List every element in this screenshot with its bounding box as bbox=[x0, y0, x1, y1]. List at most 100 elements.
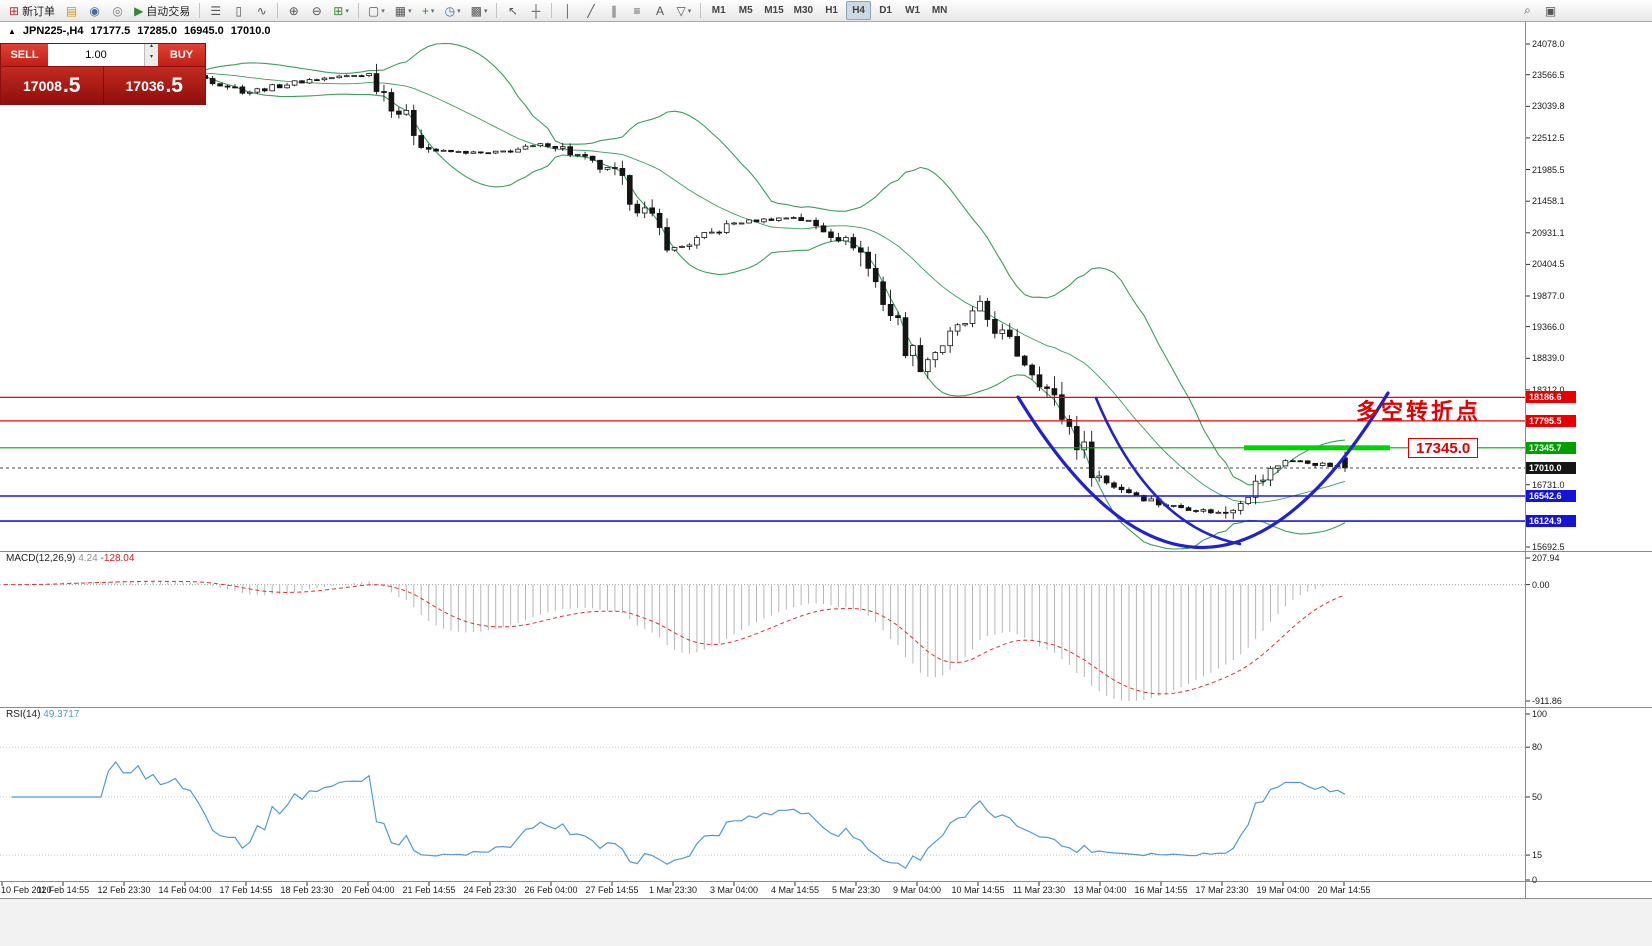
price-axis-label: 23039.8 bbox=[1532, 101, 1565, 112]
timeframe-w1-button[interactable]: W1 bbox=[900, 1, 925, 20]
time-axis-label: 10 Mar 14:55 bbox=[951, 885, 1005, 895]
macd-axis-label: 0.00 bbox=[1532, 579, 1550, 590]
chart-shift-icon: ▣ bbox=[1544, 3, 1557, 18]
periods-button[interactable]: ◷ ▾ bbox=[441, 1, 465, 20]
indicators-button[interactable]: + ▾ bbox=[418, 1, 439, 20]
trendline-icon: ╱ bbox=[587, 3, 595, 18]
price-axis-label: 16731.0 bbox=[1532, 479, 1565, 490]
zoom-out-icon: ⊖ bbox=[311, 3, 322, 18]
toolbar-separator bbox=[700, 3, 702, 18]
vertical-line-icon: │ bbox=[564, 3, 572, 18]
data-window-button[interactable]: ◎ bbox=[107, 1, 128, 20]
new-order-button-label: 新订单 bbox=[22, 5, 56, 18]
templates-button[interactable]: ▩ ▾ bbox=[467, 1, 492, 20]
timeframe-d1-button[interactable]: D1 bbox=[873, 1, 898, 20]
sell-price-display[interactable]: 17008.5 bbox=[1, 67, 104, 104]
timeframe-h1-button[interactable]: H1 bbox=[819, 1, 844, 20]
cursor-icon: ↖ bbox=[507, 3, 518, 18]
arrows-button[interactable]: ▽ ▾ bbox=[672, 1, 695, 20]
vertical-line-button[interactable]: │ bbox=[557, 1, 578, 20]
new-order-button[interactable]: ⊞ 新订单 bbox=[5, 1, 59, 20]
timeframe-mn-button[interactable]: MN bbox=[927, 1, 952, 20]
timeframe-h4-button[interactable]: H4 bbox=[846, 1, 872, 20]
cup-arc-annotation[interactable] bbox=[1016, 391, 1390, 549]
sell-button[interactable]: SELL bbox=[1, 44, 48, 67]
timeframe-m30-button[interactable]: M30 bbox=[790, 1, 817, 20]
time-axis-label: 14 Feb 04:00 bbox=[158, 885, 212, 895]
rsi-axis-label: 0 bbox=[1532, 875, 1538, 885]
bars-chart-button[interactable]: ☰ bbox=[205, 1, 226, 20]
line-chart-button[interactable]: ∿ bbox=[251, 1, 272, 20]
trade-panel-collapse-icon[interactable]: ▲ bbox=[8, 26, 16, 36]
buy-price-display[interactable]: 17036.5 bbox=[104, 67, 206, 104]
equidistant-channel-icon: ∥ bbox=[610, 3, 617, 18]
profiles-button[interactable]: ▦ ▾ bbox=[391, 1, 416, 20]
time-axis-label: 3 Mar 04:00 bbox=[709, 885, 759, 895]
dropdown-arrow-icon: ▾ bbox=[408, 7, 412, 15]
time-axis-label: 20 Mar 14:55 bbox=[1317, 885, 1371, 895]
symbol-name: JPN225-,H4 bbox=[22, 25, 84, 37]
main-plot[interactable] bbox=[0, 42, 1525, 550]
equidistant-channel-button[interactable]: ∥ bbox=[603, 1, 624, 20]
main-chart-svg[interactable] bbox=[0, 22, 1652, 946]
chart-overlays: ▲ JPN225-,H4 17177.5 17285.0 16945.0 170… bbox=[0, 22, 1652, 946]
fibonacci-icon: ≡ bbox=[633, 3, 641, 18]
sell-price-int: 17008 bbox=[23, 77, 62, 94]
rsi-name: RSI(14) bbox=[6, 709, 41, 720]
bars-chart-icon: ☰ bbox=[210, 3, 222, 18]
price-badge: 18186.6 bbox=[1526, 391, 1576, 404]
fibonacci-button[interactable]: ≡ bbox=[626, 1, 647, 20]
price-badge: 17345.7 bbox=[1526, 441, 1576, 454]
search-button[interactable]: ⌕ bbox=[1517, 1, 1538, 20]
price-callout[interactable]: 17345.0 bbox=[1408, 438, 1479, 458]
support-segment-annotation[interactable] bbox=[1244, 445, 1390, 451]
market-watch-icon: ◉ bbox=[89, 3, 100, 18]
rsi-indicator-label: RSI(14) 49.3717 bbox=[6, 709, 79, 720]
market-watch-button[interactable]: ◉ bbox=[84, 1, 105, 20]
price-badge: 17795.5 bbox=[1526, 414, 1576, 427]
zoom-out-button[interactable]: ⊖ bbox=[306, 1, 327, 20]
new-chart-icon: ▢ bbox=[367, 3, 380, 18]
toolbar-separator bbox=[551, 3, 553, 18]
toolbar-separator bbox=[199, 3, 201, 18]
cup-arc-inner-annotation[interactable] bbox=[1094, 396, 1242, 546]
trendline-button[interactable]: ╱ bbox=[580, 1, 601, 20]
macd-signal-value: -128.04 bbox=[100, 553, 135, 564]
zoom-in-button[interactable]: ⊕ bbox=[283, 1, 304, 20]
annotation-text[interactable]: 多空转折点 bbox=[1356, 399, 1482, 424]
timeframe-m5-button[interactable]: M5 bbox=[733, 1, 758, 20]
autotrading-button[interactable]: ▶ 自动交易 bbox=[130, 1, 194, 20]
timeframe-m1-button[interactable]: M1 bbox=[706, 1, 731, 20]
time-axis-label: 13 Mar 04:00 bbox=[1073, 885, 1127, 895]
time-axis-label: 18 Feb 23:30 bbox=[280, 885, 334, 895]
cursor-button[interactable]: ↖ bbox=[502, 1, 523, 20]
buy-button[interactable]: BUY bbox=[158, 44, 205, 67]
volume-input[interactable] bbox=[48, 44, 144, 66]
price-axis-label: 18839.0 bbox=[1532, 353, 1565, 364]
new-chart-button[interactable]: ▢ ▾ bbox=[364, 1, 389, 20]
volume-increase-button[interactable]: ▴ bbox=[145, 43, 158, 55]
volume-decrease-button[interactable]: ▾ bbox=[145, 54, 158, 66]
time-axis-label: 26 Feb 04:00 bbox=[524, 885, 578, 895]
timeframe-h1-button-label: H1 bbox=[825, 5, 838, 16]
text-label-icon: A bbox=[655, 3, 664, 18]
price-axis-label: 18312.0 bbox=[1532, 384, 1565, 395]
text-label-button[interactable]: A bbox=[649, 1, 670, 20]
time-axis-label: 9 Mar 04:00 bbox=[892, 885, 942, 895]
chart-area[interactable]: ▲ JPN225-,H4 17177.5 17285.0 16945.0 170… bbox=[0, 22, 1652, 946]
time-axis-label: 10 Feb 2020 bbox=[1, 885, 52, 895]
candlestick-chart-button[interactable]: ▯ bbox=[228, 1, 249, 20]
time-axis-label: 17 Feb 14:55 bbox=[219, 885, 273, 895]
timeframe-m15-button[interactable]: M15 bbox=[760, 1, 787, 20]
one-click-trading-panel: SELL ▴ ▾ BUY 17008.5 17036 bbox=[0, 43, 206, 105]
chart-window-button[interactable]: ▤ bbox=[61, 1, 82, 20]
crosshair-button[interactable]: ┼ bbox=[525, 1, 546, 20]
chart-shift-button[interactable]: ▣ bbox=[1540, 1, 1561, 20]
time-axis-label: 11 Feb 14:55 bbox=[36, 885, 90, 895]
data-window-icon: ◎ bbox=[112, 3, 123, 18]
chart-grid-button[interactable]: ⊞ ▾ bbox=[329, 1, 353, 20]
timeframe-m5-button-label: M5 bbox=[738, 5, 753, 16]
autotrading-icon: ▶ bbox=[134, 3, 144, 18]
timeframe-m15-button-label: M15 bbox=[764, 5, 784, 16]
buy-price-int: 17036 bbox=[125, 77, 165, 94]
